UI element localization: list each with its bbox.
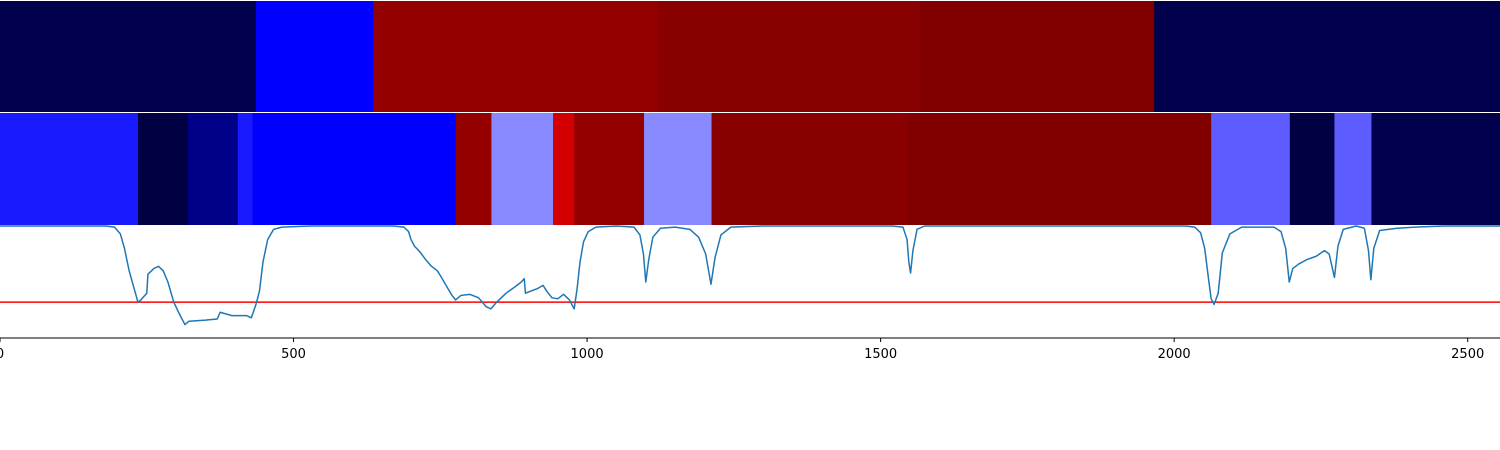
heatmap-cell-r2-12 — [907, 113, 1212, 225]
heatmap-cell-r1-5 — [920, 1, 1155, 112]
heatmap-cell-r2-16 — [1371, 113, 1500, 225]
heatmap-cell-r2-1 — [0, 113, 139, 225]
x-tick-label-2500: 2500 — [1451, 347, 1484, 362]
heatmap-cell-r2-8 — [553, 113, 575, 225]
x-tick-label-500: 500 — [281, 347, 306, 362]
heatmap-cell-r2-2 — [137, 113, 189, 225]
heatmap-cell-r2-5 — [252, 113, 457, 225]
heatmap-cell-r2-4 — [237, 113, 254, 225]
heatmap-cell-r2-13 — [1211, 113, 1291, 225]
heatmap-cell-r2-14 — [1289, 113, 1336, 225]
heatmap-row-2 — [0, 113, 1500, 225]
heatmap-cell-r1-3 — [373, 1, 658, 112]
heatmap-cell-r2-11 — [711, 113, 909, 225]
x-tick-label-2000: 2000 — [1158, 347, 1191, 362]
heatmap-cell-r1-2 — [255, 1, 374, 112]
heatmap-row-1 — [0, 1, 1500, 112]
heatmap-cell-r1-6 — [1154, 1, 1500, 112]
x-tick-label-0: 0 — [0, 347, 4, 362]
x-tick-label-1500: 1500 — [864, 347, 897, 362]
x-tick-label-1000: 1000 — [571, 347, 604, 362]
heatmap-cell-r1-4 — [656, 1, 922, 112]
heatmap-cell-r2-15 — [1334, 113, 1373, 225]
heatmap-cell-r2-9 — [574, 113, 645, 225]
heatmap-cell-r2-6 — [455, 113, 492, 225]
heatmap-cell-r2-3 — [187, 113, 239, 225]
heatmap-cell-r1-1 — [0, 1, 257, 112]
series-line — [0, 225, 1500, 326]
x-axis: 0 500 1000 1500 2000 2500 — [0, 337, 1500, 362]
heatmap-cell-r2-10 — [644, 113, 713, 225]
line-panel — [0, 225, 1500, 326]
heatmap-cell-r2-7 — [491, 113, 554, 225]
